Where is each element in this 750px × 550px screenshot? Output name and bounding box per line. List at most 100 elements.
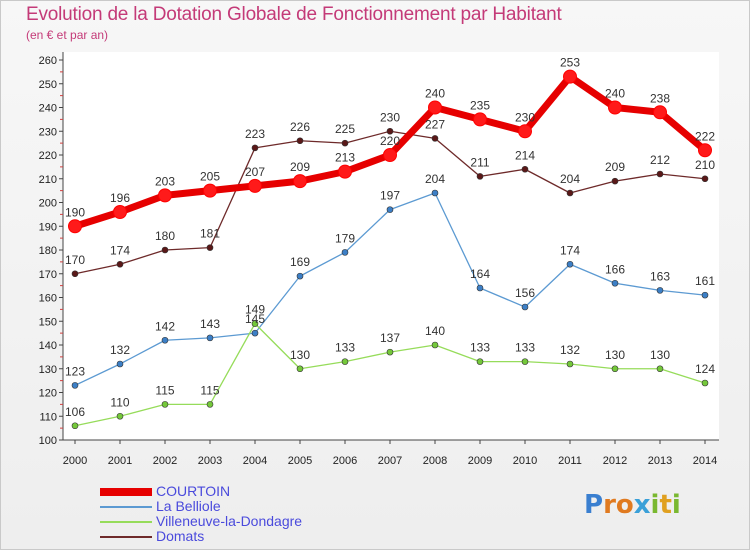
data-label: 205	[200, 170, 220, 184]
data-point	[386, 348, 394, 356]
data-label: 240	[605, 87, 625, 101]
data-label: 142	[155, 319, 175, 333]
data-label: 161	[695, 274, 715, 288]
data-label: 238	[650, 91, 670, 105]
data-point	[608, 100, 622, 115]
data-point	[476, 284, 484, 292]
data-label: 225	[335, 122, 355, 136]
data-point	[293, 174, 307, 189]
data-point	[476, 358, 484, 365]
legend-item: Domats	[100, 529, 302, 544]
data-point	[473, 112, 487, 127]
data-point	[206, 244, 214, 251]
data-point	[71, 382, 79, 389]
data-label: 130	[605, 348, 625, 362]
data-label: 145	[245, 312, 265, 326]
data-label: 240	[425, 87, 445, 101]
data-point	[296, 365, 304, 373]
x-tick-label: 2014	[693, 455, 717, 467]
data-point	[431, 341, 439, 349]
data-label: 226	[290, 120, 310, 134]
y-tick-label: 190	[39, 221, 57, 233]
data-point	[521, 303, 529, 311]
data-point	[158, 188, 172, 203]
y-tick-label: 230	[39, 126, 57, 138]
data-point	[521, 358, 529, 365]
legend-item: COURTOIN	[100, 484, 302, 499]
data-point	[116, 260, 124, 268]
data-point	[698, 143, 712, 158]
x-tick-label: 2009	[468, 455, 492, 467]
data-point	[611, 365, 619, 373]
data-point	[521, 165, 529, 173]
data-label: 213	[335, 151, 355, 165]
data-point	[116, 360, 124, 368]
data-label: 149	[245, 303, 265, 317]
data-label: 196	[110, 191, 130, 205]
data-point	[296, 272, 304, 280]
chart-subtitle: (en € et par an)	[26, 28, 109, 42]
x-tick-label: 2003	[198, 455, 222, 467]
x-tick-label: 2001	[108, 455, 132, 467]
data-label: 163	[650, 269, 670, 283]
y-tick-label: 140	[39, 340, 57, 352]
data-point	[386, 206, 394, 213]
data-label: 123	[65, 364, 85, 378]
data-point	[656, 365, 664, 373]
data-point	[656, 287, 664, 294]
data-point	[116, 412, 124, 420]
data-point	[566, 260, 574, 268]
data-label: 130	[650, 348, 670, 362]
data-point	[431, 189, 439, 197]
data-label: 209	[290, 160, 310, 174]
data-label: 170	[65, 253, 85, 267]
data-label: 223	[245, 127, 265, 141]
data-point	[701, 379, 709, 387]
data-label: 204	[560, 172, 580, 186]
data-point	[341, 358, 349, 365]
x-tick-label: 2002	[153, 455, 177, 467]
data-label: 156	[515, 286, 535, 300]
data-label: 110	[110, 395, 129, 409]
x-tick-label: 2000	[63, 455, 87, 467]
data-point	[206, 334, 214, 342]
data-label: 174	[560, 243, 580, 257]
data-point	[701, 291, 709, 299]
data-label: 214	[515, 148, 535, 162]
data-label: 190	[65, 205, 85, 219]
y-tick-label: 130	[39, 364, 57, 376]
data-label: 174	[110, 243, 130, 257]
data-label: 143	[200, 317, 220, 331]
data-point	[611, 279, 619, 287]
data-label: 179	[335, 231, 355, 245]
x-tick-label: 2011	[558, 455, 582, 467]
data-point	[161, 401, 169, 408]
data-label: 253	[560, 56, 580, 70]
data-label: 220	[380, 134, 400, 148]
legend-swatch	[100, 505, 152, 508]
data-label: 222	[695, 129, 715, 143]
y-tick-label: 170	[39, 269, 57, 281]
y-tick-label: 180	[39, 245, 57, 257]
y-tick-label: 240	[39, 103, 57, 115]
data-label: 133	[470, 341, 490, 355]
data-label: 115	[155, 383, 174, 397]
plot-area	[63, 52, 719, 440]
y-tick-label: 200	[39, 198, 57, 210]
data-point	[206, 401, 214, 408]
x-tick-label: 2008	[423, 455, 447, 467]
data-point	[386, 127, 394, 135]
data-point	[563, 69, 577, 84]
data-point	[341, 249, 349, 256]
legend-label: COURTOIN	[156, 483, 231, 499]
y-tick-label: 250	[39, 79, 57, 91]
y-tick-label: 160	[39, 293, 57, 305]
x-tick-label: 2013	[648, 455, 672, 467]
data-point	[431, 135, 439, 142]
data-label: 133	[335, 341, 355, 355]
chart-title: Evolution de la Dotation Globale de Fonc…	[26, 4, 562, 25]
data-label: 209	[605, 160, 625, 174]
data-point	[338, 164, 352, 179]
legend-item: Villeneuve-la-Dondagre	[100, 514, 302, 529]
